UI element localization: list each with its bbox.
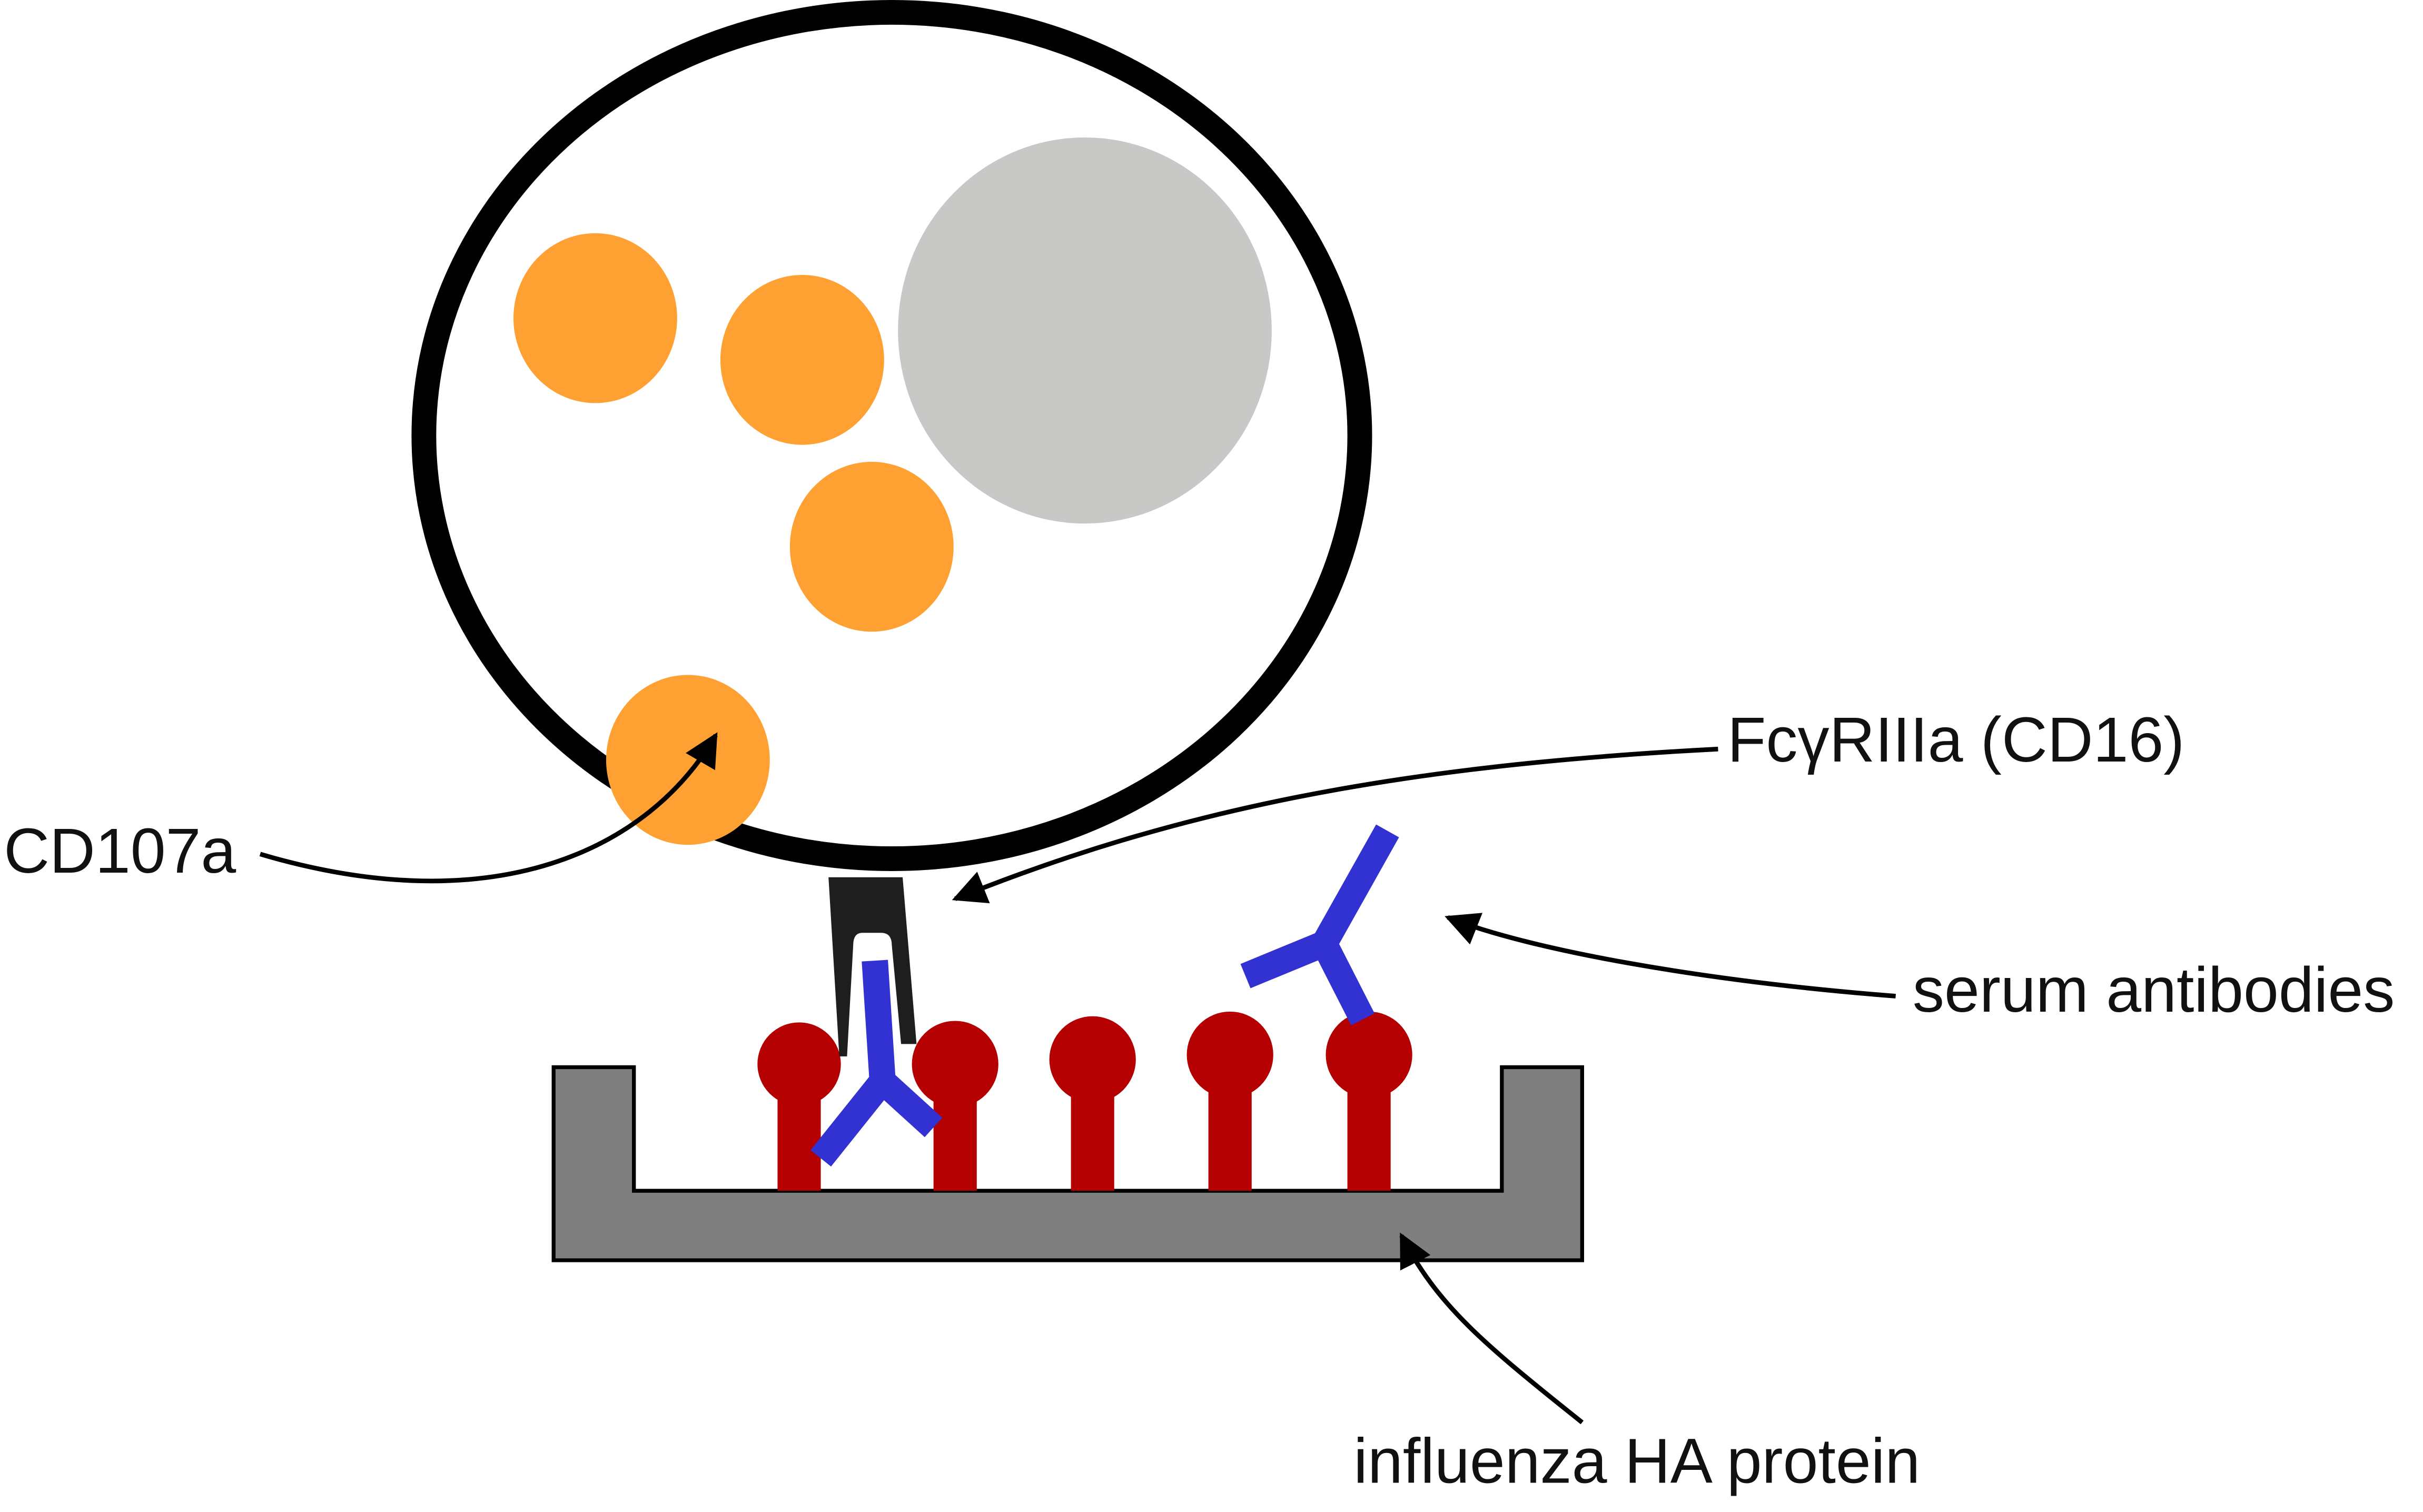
granule-icon bbox=[513, 233, 677, 403]
ha-protein-icon bbox=[912, 1021, 998, 1191]
plate-well-icon bbox=[551, 1065, 1584, 1262]
ha-protein-icon bbox=[1326, 1011, 1412, 1191]
ha-protein-icon bbox=[1186, 1011, 1273, 1191]
arrow-icon bbox=[952, 746, 1718, 904]
ha-protein-icon bbox=[757, 1022, 841, 1191]
serum-antibodies-label: serum antibodies bbox=[1913, 955, 2395, 1025]
antibody-icon bbox=[1240, 824, 1399, 1025]
arrow-icon bbox=[1445, 913, 1896, 999]
ha-protein-icon bbox=[1049, 1016, 1136, 1191]
granule-icon bbox=[720, 275, 884, 445]
granule-icon bbox=[606, 675, 770, 845]
arrow-icon bbox=[259, 732, 718, 884]
antibody-icon bbox=[810, 960, 943, 1167]
receptor-icon bbox=[828, 877, 917, 1056]
arrow-icon bbox=[1399, 1232, 1584, 1425]
granule-icon bbox=[789, 461, 954, 632]
nucleus-icon bbox=[898, 137, 1272, 524]
ha-protein-label: influenza HA protein bbox=[1353, 1426, 1920, 1496]
cd107a-label: CD107a bbox=[4, 816, 236, 886]
fc-receptor-label: FcγRIIIa (CD16) bbox=[1727, 705, 2184, 775]
